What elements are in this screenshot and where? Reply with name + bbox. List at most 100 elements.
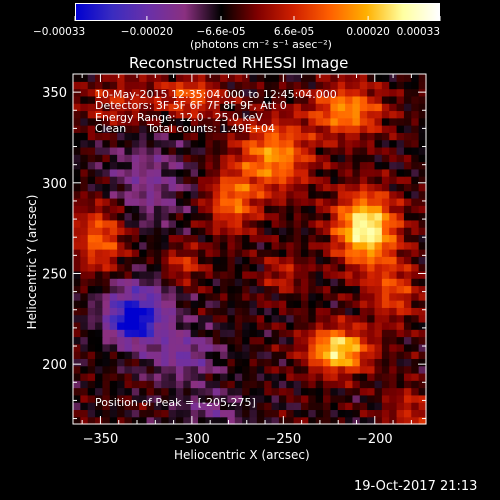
heatmap-cell	[124, 139, 133, 148]
heatmap-cell	[411, 402, 420, 411]
heatmap-cell	[80, 212, 89, 221]
heatmap-cell	[300, 307, 309, 316]
heatmap-cell	[323, 285, 331, 294]
heatmap-cell	[242, 409, 251, 418]
heatmap-cell	[95, 336, 104, 345]
heatmap-cell	[249, 176, 258, 184]
heatmap-cell	[403, 336, 412, 345]
heatmap-cell	[381, 168, 390, 177]
heatmap-cell	[109, 95, 118, 104]
heatmap-cell	[367, 183, 376, 192]
heatmap-cell	[168, 329, 177, 338]
heatmap-cell	[345, 314, 354, 323]
heatmap-cell	[168, 176, 177, 184]
heatmap-cell	[168, 387, 177, 396]
heatmap-cell	[308, 227, 317, 236]
heatmap-cell	[117, 402, 126, 411]
heatmap-cell	[190, 125, 199, 133]
heatmap-cell	[190, 74, 199, 82]
heatmap-cell	[212, 205, 221, 214]
heatmap-cell	[359, 176, 368, 184]
heatmap-cell	[131, 168, 140, 177]
heatmap-cell	[352, 394, 361, 403]
heatmap-cell	[359, 372, 368, 381]
heatmap-cell	[161, 161, 170, 170]
heatmap-cell	[330, 256, 339, 265]
heatmap-cell	[330, 394, 339, 403]
heatmap-cell	[249, 103, 258, 112]
heatmap-cell	[256, 74, 265, 82]
heatmap-cell	[286, 183, 295, 192]
heatmap-cell	[168, 365, 177, 374]
heatmap-cell	[73, 117, 81, 126]
heatmap-cell	[323, 387, 331, 396]
heatmap-cell	[256, 270, 265, 279]
heatmap-cell	[389, 343, 398, 352]
heatmap-cell	[300, 132, 309, 141]
heatmap-cell	[278, 219, 287, 228]
heatmap-cell	[264, 234, 273, 243]
heatmap-cell	[264, 74, 273, 82]
heatmap-cell	[212, 212, 221, 221]
heatmap-cell	[168, 132, 177, 141]
heatmap-cell	[337, 132, 346, 141]
heatmap-cell	[367, 146, 376, 155]
heatmap-cell	[249, 314, 258, 323]
heatmap-cell	[359, 139, 368, 148]
heatmap-cell	[117, 329, 126, 338]
heatmap-cell	[161, 365, 170, 374]
heatmap-cell	[264, 161, 273, 170]
heatmap-cell	[278, 95, 287, 104]
heatmap-cell	[220, 270, 229, 279]
heatmap-cell	[198, 278, 206, 287]
heatmap-cell	[418, 81, 427, 90]
heatmap-cell	[396, 416, 405, 425]
heatmap-cell	[352, 270, 361, 279]
heatmap-cell	[308, 168, 317, 177]
heatmap-cell	[102, 387, 111, 396]
heatmap-cell	[381, 416, 390, 425]
heatmap-cell	[271, 241, 280, 250]
heatmap-cell	[367, 292, 376, 301]
heatmap-cell	[175, 81, 184, 90]
heatmap-cell	[323, 263, 331, 272]
heatmap-cell	[168, 183, 177, 192]
heatmap-cell	[220, 365, 229, 374]
heatmap-cell	[234, 219, 243, 228]
heatmap-cell	[345, 307, 354, 316]
heatmap-cell	[374, 74, 383, 82]
heatmap-cell	[337, 183, 346, 192]
heatmap-cell	[190, 285, 199, 294]
heatmap-cell	[80, 88, 89, 97]
heatmap-cell	[389, 409, 398, 418]
heatmap-cell	[190, 358, 199, 367]
heatmap-cell	[374, 351, 383, 359]
heatmap-cell	[381, 241, 390, 250]
heatmap-cell	[212, 321, 221, 330]
heatmap-cell	[220, 300, 229, 308]
heatmap-cell	[220, 402, 229, 411]
heatmap-cell	[102, 343, 111, 352]
heatmap-cell	[109, 387, 118, 396]
heatmap-cell	[124, 81, 133, 90]
heatmap-cell	[227, 117, 236, 126]
heatmap-cell	[212, 190, 221, 199]
heatmap-cell	[146, 380, 155, 389]
heatmap-cell	[337, 394, 346, 403]
heatmap-cell	[264, 314, 273, 323]
heatmap-cell	[315, 336, 324, 345]
heatmap-cell	[256, 234, 265, 243]
heatmap-cell	[337, 81, 346, 90]
heatmap-cell	[418, 380, 427, 389]
heatmap-cell	[418, 351, 427, 359]
heatmap-cell	[359, 95, 368, 104]
heatmap-cell	[411, 256, 420, 265]
heatmap-cell	[374, 110, 383, 119]
heatmap-cell	[256, 227, 265, 236]
heatmap-cell	[87, 351, 96, 359]
heatmap-cell	[315, 219, 324, 228]
heatmap-cell	[161, 212, 170, 221]
heatmap-cell	[234, 125, 243, 133]
heatmap-cell	[352, 183, 361, 192]
heatmap-cell	[205, 380, 214, 389]
